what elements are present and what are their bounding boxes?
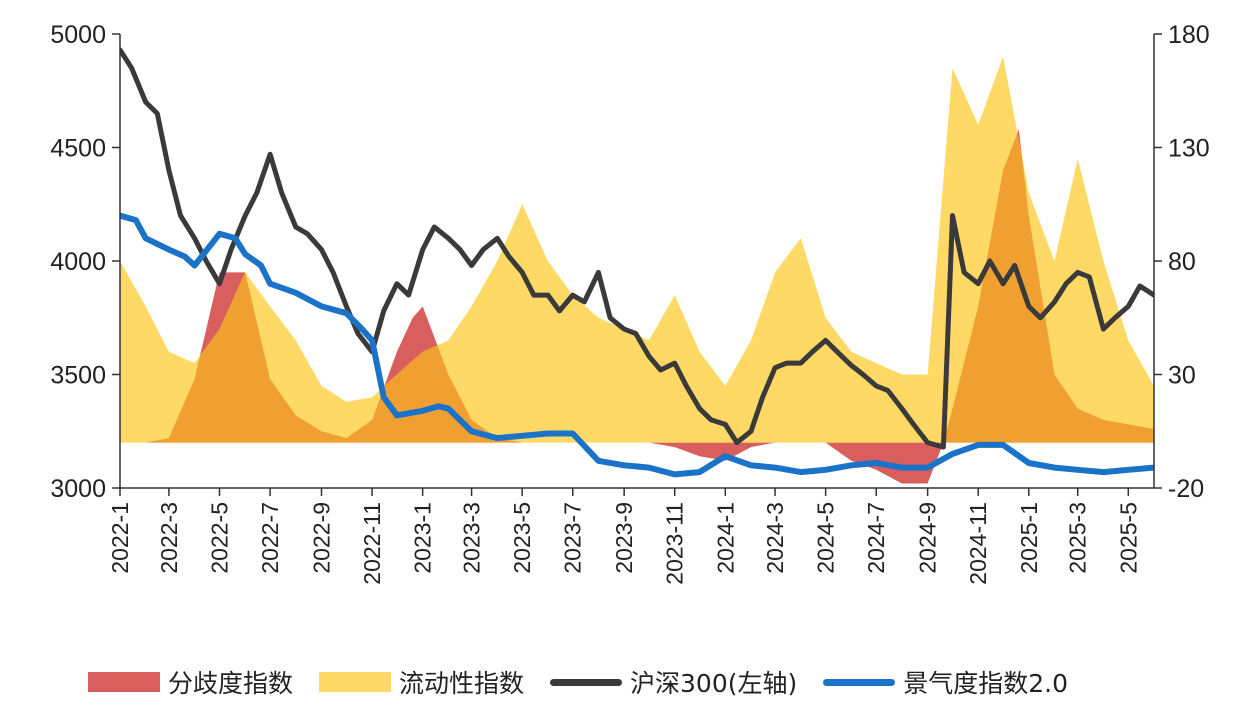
x-tick-label-2023-1: 2023-1	[410, 502, 436, 574]
axes-layer: 3000 3500 4000 4500 5000 -20 30 80 130 180 2022-1 2…	[50, 21, 1209, 585]
x-tick-label-2024-11: 2024-11	[965, 502, 991, 585]
x-tick-label-2022-3: 2022-3	[156, 502, 182, 574]
legend-swatch-divergence	[88, 672, 160, 692]
y-left-tick-label-4000: 4000	[50, 248, 106, 276]
legend-swatch-csi300	[550, 678, 623, 686]
x-tick-label-2022-11: 2022-11	[359, 502, 385, 585]
x-tick-label-2024-5: 2024-5	[813, 502, 839, 574]
x-tick-label-2025-5: 2025-5	[1115, 502, 1141, 574]
y-right-tick-label-80: 80	[1168, 248, 1196, 276]
legend-label-divergence: 分歧度指数	[168, 669, 294, 698]
legend-swatch-liquidity	[319, 672, 392, 692]
legend-item-divergence: 分歧度指数	[88, 664, 293, 700]
y-right-tick-label-180: 180	[1168, 21, 1210, 49]
x-tick-label-2024-3: 2024-3	[762, 502, 788, 574]
legend-label-csi300: 沪深300(左轴)	[630, 669, 798, 698]
y-left-tick-label-5000: 5000	[50, 21, 106, 49]
area-layer	[120, 56, 1154, 484]
x-tick-label-2023-5: 2023-5	[509, 502, 535, 574]
y-left-tick-label-3000: 3000	[50, 475, 106, 503]
y-right-tick-label-130: 130	[1168, 135, 1210, 163]
x-tick-label-2022-5: 2022-5	[207, 502, 233, 574]
y-left-tick-label-4500: 4500	[50, 135, 106, 163]
legend-item-csi300: 沪深300(左轴)	[550, 664, 797, 700]
x-tick-label-2024-7: 2024-7	[863, 502, 889, 574]
x-tick-label-2024-9: 2024-9	[915, 502, 941, 574]
line-csi300	[120, 47, 1154, 450]
legend-swatch-prosperity	[823, 678, 896, 686]
x-tick-label-2023-11: 2023-11	[662, 502, 688, 585]
x-tick-label-2024-1: 2024-1	[712, 502, 738, 574]
legend-label-liquidity: 流动性指数	[399, 669, 525, 698]
x-tick-label-2022-7: 2022-7	[257, 502, 283, 574]
line-area-chart: 3000 3500 4000 4500 5000 -20 30 80 130 180 2022-1 2…	[50, 21, 1209, 585]
x-tick-label-2023-7: 2023-7	[560, 502, 586, 574]
x-tick-label-2023-3: 2023-3	[459, 502, 485, 574]
legend: 分歧度指数 流动性指数 沪深300(左轴) 景气度指数2.0	[88, 656, 1208, 708]
legend-item-liquidity: 流动性指数	[319, 664, 524, 700]
y-left-tick-label-3500: 3500	[50, 362, 106, 390]
x-tick-label-2025-3: 2025-3	[1065, 502, 1091, 574]
legend-label-prosperity: 景气度指数2.0	[903, 669, 1069, 698]
x-tick-label-2023-9: 2023-9	[611, 502, 637, 574]
x-tick-label-2022-9: 2022-9	[308, 502, 334, 574]
line-prosperity-index	[120, 212, 1154, 478]
y-right-tick-label-30: 30	[1168, 362, 1196, 390]
x-tick-label-2025-1: 2025-1	[1016, 502, 1042, 574]
legend-item-prosperity: 景气度指数2.0	[823, 664, 1068, 700]
line-layer	[120, 47, 1154, 478]
y-right-tick-label-neg20: -20	[1168, 475, 1204, 503]
x-tick-label-2022-1: 2022-1	[107, 502, 133, 574]
